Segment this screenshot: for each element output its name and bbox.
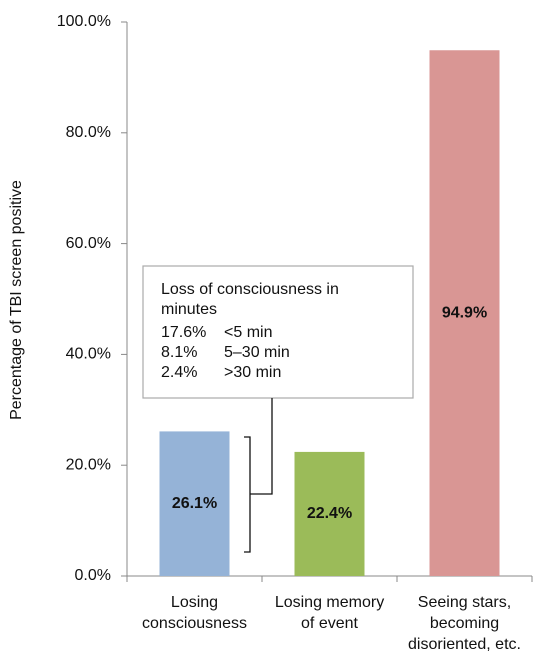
y-tick-label: 60.0% (66, 235, 111, 252)
value-label: 26.1% (172, 495, 217, 512)
y-tick-label: 20.0% (66, 456, 111, 473)
y-tick-label: 80.0% (66, 124, 111, 141)
annotation-range: 5–30 min (224, 344, 290, 361)
annotation-value: 8.1% (161, 344, 197, 361)
y-tick-label: 40.0% (66, 346, 111, 363)
x-tick-label: Losing consciousness (142, 594, 247, 632)
annotation-value: 17.6% (161, 324, 206, 341)
annotation-title: Loss of consciousness in (161, 281, 339, 298)
annotation-box (142, 265, 414, 399)
x-tick-label: Losing memory of event (275, 594, 384, 632)
value-label: 94.9% (442, 304, 487, 321)
annotation-value: 2.4% (161, 364, 197, 381)
bar (294, 451, 365, 576)
annotation-range: >30 min (224, 364, 281, 381)
annotation-title: minutes (161, 301, 217, 318)
y-tick-label: 100.0% (57, 13, 111, 30)
x-tick-label: Seeing stars, becoming disoriented, etc. (408, 594, 521, 653)
annotation-range: <5 min (224, 324, 272, 341)
y-axis-label: Percentage of TBI screen positive (8, 180, 25, 420)
y-tick-label: 0.0% (75, 567, 111, 584)
annotation-bracket (244, 398, 273, 553)
value-label: 22.4% (307, 505, 352, 522)
bar (429, 50, 500, 576)
bar (159, 431, 230, 576)
